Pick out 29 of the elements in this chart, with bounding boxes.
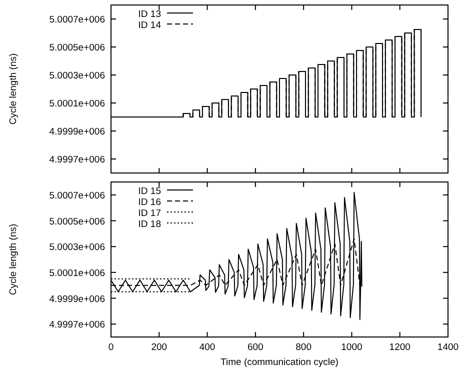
y-axis-title: Cycle length (ns) xyxy=(8,53,19,125)
y-tick-label: 5.0005e+006 xyxy=(49,42,105,54)
x-tick-label: 200 xyxy=(151,342,168,353)
y-tick-label: 5.0003e+006 xyxy=(49,70,105,82)
y-tick-label: 5.0001e+006 xyxy=(49,268,105,279)
legend-label: ID 14 xyxy=(138,20,161,31)
y-tick-label: 5.0005e+006 xyxy=(49,216,105,228)
x-tick-label: 1200 xyxy=(389,342,410,353)
y-axis-title: Cycle length (ns) xyxy=(8,224,19,296)
y-tick-label: 5.0007e+006 xyxy=(49,190,105,202)
x-tick-label: 400 xyxy=(199,342,216,353)
x-tick-label: 0 xyxy=(108,342,114,353)
y-tick-label: 4.9997e+006 xyxy=(49,154,105,166)
legend-label: ID 15 xyxy=(138,186,161,197)
legend-label: ID 18 xyxy=(138,219,161,230)
y-tick-label: 5.0007e+006 xyxy=(49,14,105,26)
x-tick-label: 800 xyxy=(296,342,312,353)
x-tick-label: 1400 xyxy=(437,342,459,353)
y-tick-label: 5.0001e+006 xyxy=(49,98,105,110)
legend-label: ID 17 xyxy=(138,208,161,219)
y-tick-label: 4.9999e+006 xyxy=(49,294,105,305)
x-tick-label: 1000 xyxy=(341,342,362,353)
x-tick-label: 600 xyxy=(248,342,264,353)
legend-label: ID 16 xyxy=(138,197,161,208)
x-axis-title: Time (communication cycle) xyxy=(220,357,338,368)
y-tick-label: 5.0003e+006 xyxy=(49,242,105,254)
y-tick-label: 4.9997e+006 xyxy=(49,320,105,331)
legend-label: ID 13 xyxy=(138,9,161,20)
y-tick-label: 4.9999e+006 xyxy=(49,126,105,138)
